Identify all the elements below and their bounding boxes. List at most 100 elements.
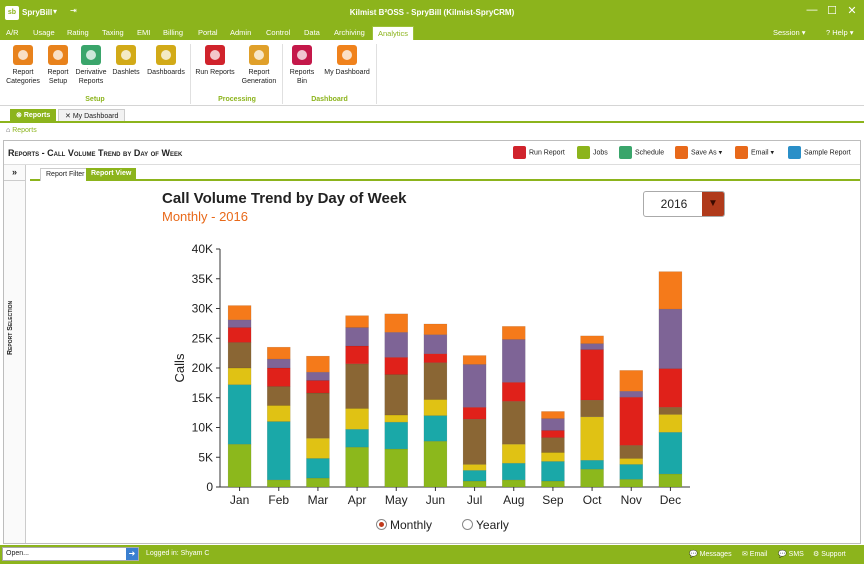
dashboards-button[interactable]: Dashboards [146, 45, 186, 77]
jobs-button[interactable]: Jobs [577, 146, 608, 160]
report-selection-sidebar: » Report Selection [4, 165, 26, 543]
breadcrumb-reports[interactable]: Reports [12, 127, 37, 134]
toolbar-label: Sample Report [804, 149, 851, 157]
bar-segment [227, 384, 252, 445]
schedule-button[interactable]: Schedule [619, 146, 664, 160]
bar-segment [502, 401, 526, 445]
radio-yearly[interactable]: Yearly [462, 518, 509, 532]
reports-bin-button[interactable]: Reports Bin [287, 45, 317, 86]
bar-segment [658, 407, 683, 415]
bar-segment [502, 443, 526, 464]
help-menu[interactable]: ? Help ▾ [826, 28, 854, 37]
bar-segment [580, 416, 604, 461]
app-logo-icon[interactable]: sb [5, 6, 19, 20]
session-menu[interactable]: Session ▾ [773, 28, 806, 37]
year-value[interactable]: 2016 [660, 197, 688, 211]
bar-segment [384, 448, 408, 488]
y-tick-label: 35K [192, 272, 213, 286]
maximize-button[interactable]: ☐ [827, 5, 837, 17]
quick-access-icon[interactable]: ⇥ [70, 6, 77, 15]
bar-segment [306, 477, 330, 488]
ribbon-group-dashboard: Dashboard [311, 96, 348, 103]
bar-segment [423, 415, 448, 442]
x-tick-label: Jul [467, 493, 482, 507]
close-icon[interactable]: ✕ [65, 113, 73, 120]
radio-button-yearly[interactable] [462, 519, 473, 530]
minimize-button[interactable]: — [806, 4, 818, 16]
menu-tab-control[interactable]: Control [266, 28, 291, 37]
menu-tab-taxing[interactable]: Taxing [102, 28, 124, 37]
menu-tab-emi[interactable]: EMI [137, 28, 151, 37]
my-dashboard-button[interactable]: My Dashboard [322, 45, 372, 77]
sample-report-button[interactable]: Sample Report [788, 146, 851, 160]
close-button[interactable]: ✕ [847, 5, 857, 17]
menu-tab-data[interactable]: Data [304, 28, 320, 37]
menu-tab-billing[interactable]: Billing [163, 28, 184, 37]
ribbon-label: Run Reports [195, 69, 235, 76]
chevron-down-icon[interactable]: ▼ [702, 192, 724, 216]
menu-tab-rating[interactable]: Rating [67, 28, 89, 37]
bar-segment [462, 480, 487, 488]
bar-segment [423, 399, 448, 416]
expand-sidebar-button[interactable]: » [4, 165, 25, 181]
dashlets-button[interactable]: Dashlets [111, 45, 141, 77]
menu-tab-archiving[interactable]: Archiving [334, 28, 365, 37]
menu-tab-usage[interactable]: Usage [33, 28, 55, 37]
run-report-button[interactable]: Run Report [513, 146, 565, 160]
bar-segment [345, 363, 369, 409]
ribbon-label: Categories [6, 78, 40, 85]
menu-tab-portal[interactable]: Portal [198, 28, 218, 37]
bar-segment [227, 367, 252, 385]
bar-segment [502, 382, 526, 402]
report-setup-button[interactable]: Report Setup [44, 45, 72, 86]
year-select[interactable]: 2016 ▼ [643, 191, 725, 217]
report-categories-button[interactable]: Report Categories [4, 45, 42, 86]
radio-button-monthly[interactable] [376, 519, 387, 530]
menu-tab-analytics[interactable]: Analytics [372, 26, 415, 40]
menu-tab-admin[interactable]: Admin [230, 28, 252, 37]
breadcrumb[interactable]: ⌂ Reports [6, 127, 37, 134]
email-button[interactable]: Email ▾ [735, 146, 774, 160]
bar-segment [384, 421, 408, 450]
radio-monthly[interactable]: Monthly [376, 518, 432, 532]
y-tick-label: 40K [192, 242, 213, 256]
doc-tab-my-dashboard[interactable]: ✕ My Dashboard [58, 109, 126, 122]
ribbon: Report Categories Report Setup Derivativ… [0, 40, 864, 106]
bar-segment [462, 407, 487, 420]
app-name[interactable]: SpryBill [22, 8, 53, 17]
email-link[interactable]: ✉ Email [742, 551, 768, 558]
home-icon[interactable]: ⌂ [6, 127, 13, 134]
bar-segment [619, 479, 643, 488]
y-tick-label: 25K [192, 331, 213, 345]
window-title: Kilmist B²OSS - SpryBill (Kilmist-SpryCR… [349, 8, 515, 17]
doc-tab-reports[interactable]: ⊗ Reports [10, 109, 57, 122]
go-arrow-icon[interactable]: ➜ [126, 548, 138, 560]
app-menu-dropdown-icon[interactable]: ▾ [53, 7, 58, 16]
tab-report-view[interactable]: Report View [86, 168, 137, 181]
run-reports-button[interactable]: Run Reports [194, 45, 236, 77]
save-as-button[interactable]: Save As ▾ [675, 146, 722, 160]
messages-link[interactable]: 💬 Messages [689, 551, 732, 558]
menu-tab-ar[interactable]: A/R [6, 28, 19, 37]
bar-segment [619, 445, 643, 459]
report-generation-button[interactable]: Report Generation [240, 45, 278, 86]
eye-icon [788, 146, 801, 159]
y-tick-label: 30K [192, 302, 213, 316]
derivative-reports-button[interactable]: Derivative Reports [74, 45, 108, 86]
bar-segment [658, 473, 683, 488]
chart-subtitle: Monthly - 2016 [162, 209, 248, 224]
x-tick-label: May [385, 493, 408, 507]
bar-segment [227, 443, 252, 488]
bar-segment [580, 335, 604, 344]
open-input[interactable]: Open... [2, 547, 139, 561]
sms-link[interactable]: 💬 SMS [778, 551, 804, 558]
x-tick-label: Sep [542, 493, 564, 507]
email-icon [735, 146, 748, 159]
bar-segment [306, 371, 330, 381]
support-link[interactable]: ⚙ Support [813, 551, 846, 558]
bar-segment [345, 315, 369, 328]
derivative-reports-icon [81, 45, 101, 65]
bar-segment [580, 343, 604, 350]
bar-segment [619, 464, 643, 480]
schedule-icon [619, 146, 632, 159]
